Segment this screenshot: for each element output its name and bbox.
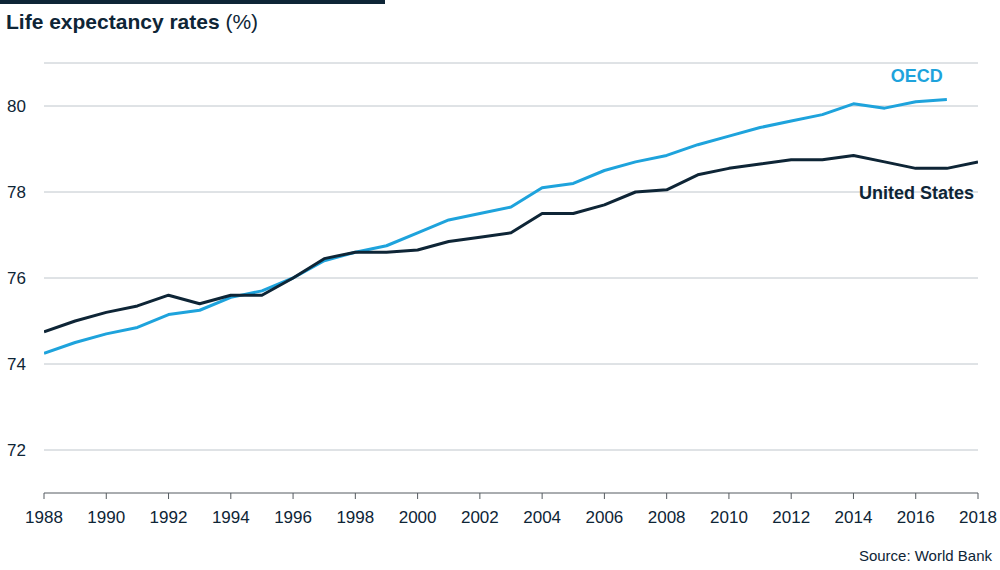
series-line (44, 155, 978, 331)
x-tick (230, 493, 231, 499)
x-tick (542, 493, 543, 499)
x-tick (978, 493, 979, 499)
x-tick (791, 493, 792, 499)
x-tick (666, 493, 667, 499)
x-tick-label: 2016 (897, 508, 935, 527)
series-label: United States (859, 183, 974, 203)
chart: Life expectancy rates (%) 72 74 76 78 80 1988 1… (0, 0, 1000, 570)
x-tick (106, 493, 107, 499)
x-tick-label: 1992 (150, 508, 188, 527)
x-tick-label: 1994 (212, 508, 250, 527)
x-tick (728, 493, 729, 499)
title: Life expectancy rates (%) (6, 10, 258, 33)
x-tick-label: 2012 (772, 508, 810, 527)
y-tick-label: 80 (7, 97, 26, 116)
grid-line (44, 192, 978, 193)
grid-line (44, 278, 978, 279)
x-tick-label: 2006 (585, 508, 623, 527)
x-tick (853, 493, 854, 499)
series-label: OECD (891, 66, 943, 86)
title-unit: (%) (220, 10, 259, 33)
grid-line (44, 106, 978, 107)
x-tick (915, 493, 916, 499)
series-line (44, 100, 947, 354)
x-tick-label: 2002 (461, 508, 499, 527)
x-tick (44, 493, 45, 499)
x-tick (293, 493, 294, 499)
x-tick-label: 1998 (336, 508, 374, 527)
x-tick-label: 1990 (87, 508, 125, 527)
x-tick-label: 2018 (959, 508, 997, 527)
x-tick (479, 493, 480, 499)
title-main: Life expectancy rates (6, 10, 220, 33)
y-tick-label: 78 (7, 183, 26, 202)
range-top-line (44, 63, 978, 64)
source: Source: World Bank (859, 547, 993, 564)
grid-line (44, 450, 978, 451)
x-tick (168, 493, 169, 499)
x-tick-label: 2000 (399, 508, 437, 527)
x-tick-label: 2010 (710, 508, 748, 527)
x-tick (604, 493, 605, 499)
x-tick (417, 493, 418, 499)
x-tick-label: 2004 (523, 508, 561, 527)
x-tick-label: 2014 (835, 508, 873, 527)
y-tick-label: 72 (7, 441, 26, 460)
x-axis (44, 493, 978, 494)
x-tick-label: 1988 (25, 508, 63, 527)
x-tick-label: 2008 (648, 508, 686, 527)
header-bar (0, 0, 385, 4)
x-tick-label: 1996 (274, 508, 312, 527)
y-tick-label: 74 (7, 355, 26, 374)
y-tick-label: 76 (7, 269, 26, 288)
grid-line (44, 364, 978, 365)
x-tick (355, 493, 356, 499)
plot-area (44, 100, 978, 354)
